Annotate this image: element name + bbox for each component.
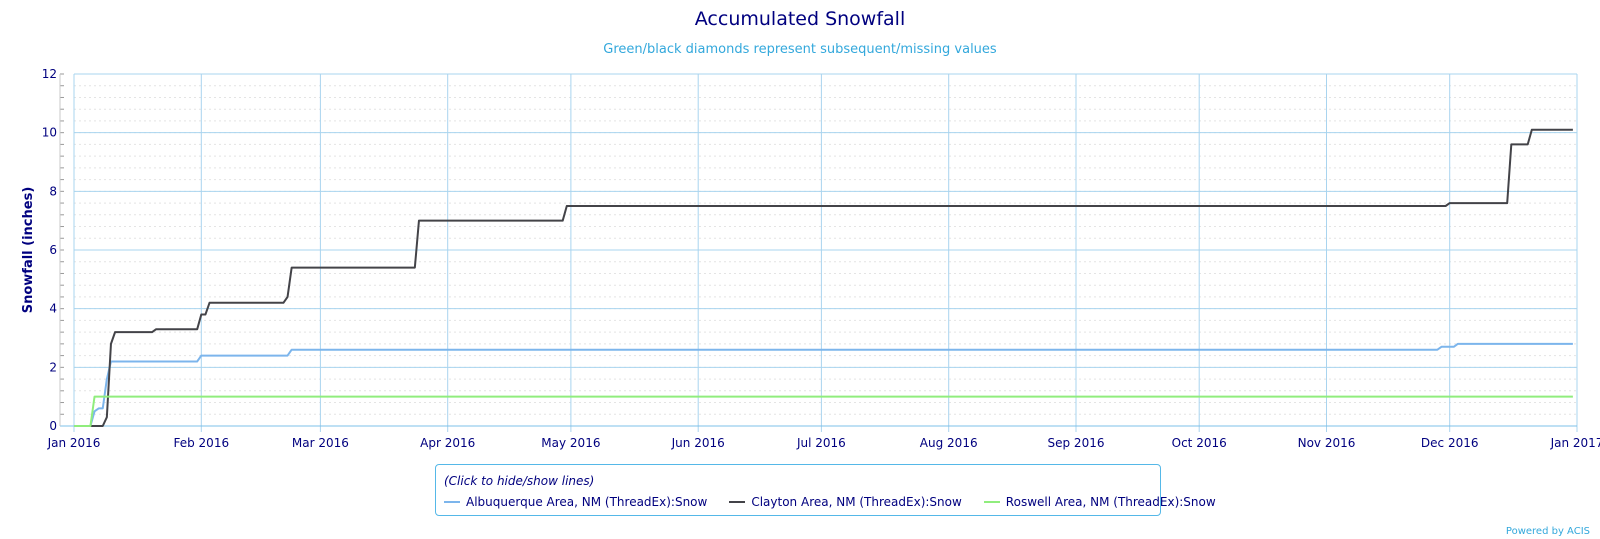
legend-label: Roswell Area, NM (ThreadEx):Snow bbox=[1005, 495, 1216, 509]
x-tick-label: May 2016 bbox=[541, 436, 600, 450]
legend-label: Clayton Area, NM (ThreadEx):Snow bbox=[751, 495, 962, 509]
legend-label: Albuquerque Area, NM (ThreadEx):Snow bbox=[466, 495, 708, 509]
chart-title: Accumulated Snowfall bbox=[695, 8, 905, 30]
x-tick-labels: Jan 2016 Feb 2016 Mar 2016 Apr 2016 May 2016… bbox=[47, 436, 1600, 450]
legend-item-0[interactable]: Albuquerque Area, NM (ThreadEx):Snow bbox=[444, 495, 707, 509]
x-tick-label: Oct 2016 bbox=[1172, 436, 1227, 450]
y-tick-label: 8 bbox=[49, 184, 57, 198]
x-tick-label: Dec 2016 bbox=[1421, 436, 1479, 450]
x-tick-label: Aug 2016 bbox=[920, 436, 978, 450]
legend: (Click to hide/show lines) Albuquerque A… bbox=[435, 464, 1216, 516]
credit-link[interactable]: Powered by ACIS bbox=[1506, 526, 1590, 537]
x-tick-label: Apr 2016 bbox=[420, 436, 475, 450]
series-layer bbox=[74, 128, 1573, 427]
major-gridlines bbox=[73, 73, 1578, 432]
x-tick-label: Nov 2016 bbox=[1298, 436, 1356, 450]
x-tick-label: Feb 2016 bbox=[173, 436, 229, 450]
x-tick-label: Sep 2016 bbox=[1048, 436, 1105, 450]
axes bbox=[59, 74, 1577, 427]
series-line-2 bbox=[74, 395, 1573, 427]
series-line-1 bbox=[74, 128, 1573, 427]
y-axis-title: Snowfall (inches) bbox=[21, 187, 36, 314]
chart-subtitle: Green/black diamonds represent subsequen… bbox=[603, 42, 997, 57]
x-tick-label: Jun 2016 bbox=[671, 436, 725, 450]
y-tick-labels: 0 2 4 6 8 10 12 bbox=[42, 67, 57, 433]
y-tick-label: 10 bbox=[42, 126, 57, 140]
x-tick-label: Jan 2017 bbox=[1550, 436, 1600, 450]
y-tick-label: 2 bbox=[49, 360, 57, 374]
legend-swatch bbox=[444, 501, 460, 503]
legend-swatch bbox=[729, 501, 746, 503]
y-tick-label: 6 bbox=[49, 243, 57, 257]
legend-items: Albuquerque Area, NM (ThreadEx):Snow Clay… bbox=[444, 495, 1216, 509]
y-tick-label: 12 bbox=[42, 67, 57, 81]
legend-item-1[interactable]: Clayton Area, NM (ThreadEx):Snow bbox=[729, 495, 962, 509]
x-tick-label: Jul 2016 bbox=[796, 436, 846, 450]
legend-swatch bbox=[983, 501, 1000, 503]
legend-item-2[interactable]: Roswell Area, NM (ThreadEx):Snow bbox=[983, 495, 1216, 509]
legend-hint: (Click to hide/show lines) bbox=[444, 474, 595, 488]
x-tick-label: Mar 2016 bbox=[292, 436, 349, 450]
x-tick-label: Jan 2016 bbox=[47, 436, 101, 450]
y-tick-label: 0 bbox=[49, 419, 57, 433]
series-line-0 bbox=[74, 342, 1573, 427]
y-tick-label: 4 bbox=[49, 302, 57, 316]
